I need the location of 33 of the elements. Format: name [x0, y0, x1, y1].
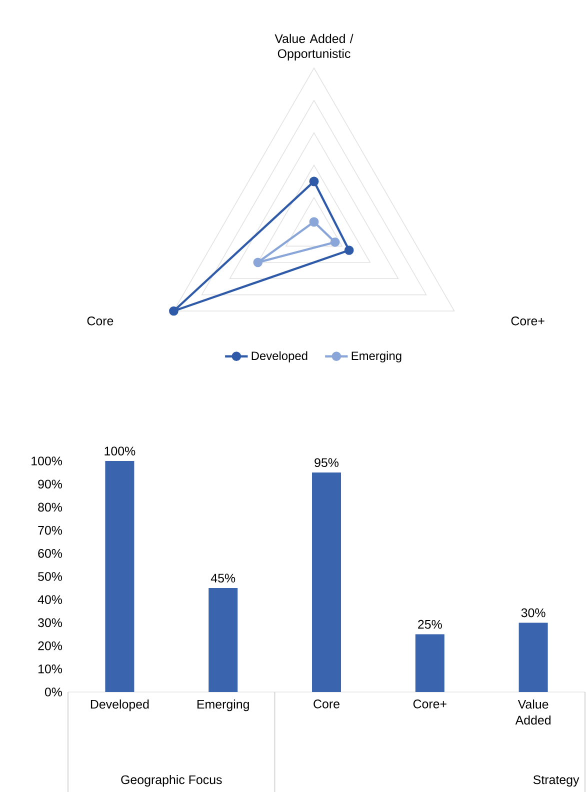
- bar: [415, 634, 444, 692]
- y-tick-label: 40%: [38, 595, 62, 604]
- x-tick-label: Value Added: [515, 700, 550, 725]
- y-tick-label: 100%: [32, 456, 62, 466]
- y-tick-label: 10%: [38, 664, 62, 674]
- spoke-label: Core: [87, 316, 114, 326]
- x-tick-label: Developed: [90, 700, 149, 712]
- y-tick-label: 60%: [38, 549, 62, 558]
- y-tick-label: 0%: [44, 688, 62, 696]
- bar: [208, 588, 238, 692]
- text: Strategy: [533, 775, 580, 787]
- y-tick-label: 50%: [38, 572, 62, 581]
- y-tick-label: 70%: [38, 526, 62, 535]
- y-tick-label: 20%: [38, 641, 62, 650]
- data-label: 25%: [418, 620, 442, 629]
- x-tick-label: Core+: [413, 700, 446, 708]
- y-tick-label: 80%: [38, 502, 62, 512]
- data-label: 45%: [210, 574, 236, 583]
- text: Geographic Focus: [121, 774, 222, 787]
- x-tick-label: Emerging: [197, 700, 249, 712]
- data-label: 95%: [314, 458, 339, 468]
- bar: [312, 472, 342, 692]
- legend-label: Developed: [252, 351, 308, 362]
- bar: [105, 461, 134, 692]
- y-tick-label: 90%: [38, 480, 62, 489]
- bar: [518, 622, 548, 692]
- y-tick-label: 30%: [38, 618, 62, 628]
- legend-label: Emerging: [352, 351, 402, 362]
- data-label: 100%: [104, 446, 136, 456]
- x-tick-label: Core: [314, 700, 340, 708]
- spoke-label: Value Added / Opportunistic: [274, 34, 354, 60]
- spoke-label: Core+: [511, 316, 544, 326]
- data-label: 30%: [521, 608, 546, 618]
